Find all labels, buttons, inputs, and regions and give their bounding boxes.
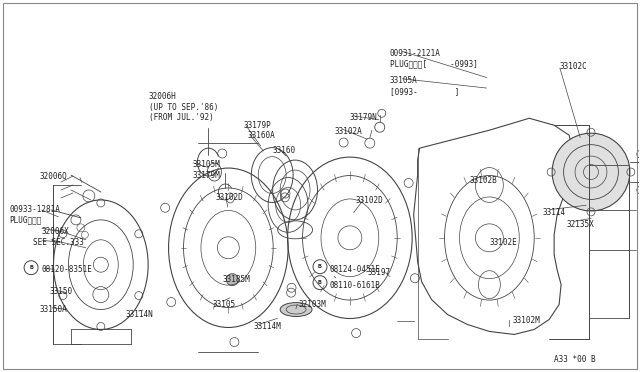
Text: 33105M: 33105M <box>193 160 220 169</box>
Text: 32006H
(UP TO SEP.'86)
(FROM JUL.'92): 32006H (UP TO SEP.'86) (FROM JUL.'92) <box>148 92 218 122</box>
Text: 00933-1281A
PLUGプラグ: 00933-1281A PLUGプラグ <box>9 205 60 224</box>
Text: 32135X: 32135X <box>566 220 594 229</box>
Text: 33150: 33150 <box>49 286 72 296</box>
Text: 32006Q: 32006Q <box>39 172 67 181</box>
Text: 33179P: 33179P <box>243 121 271 130</box>
Text: B: B <box>318 280 322 285</box>
Text: A33 *00 B: A33 *00 B <box>554 355 596 364</box>
Text: B: B <box>29 265 33 270</box>
Text: SEE SEC.333: SEE SEC.333 <box>33 238 84 247</box>
Text: 33102D: 33102D <box>356 196 383 205</box>
Text: 33160: 33160 <box>272 146 295 155</box>
Text: 33102D: 33102D <box>216 193 243 202</box>
Text: B: B <box>318 264 322 269</box>
Ellipse shape <box>280 302 312 317</box>
Text: 33150A: 33150A <box>39 305 67 314</box>
Text: 33105A
[0993-        ]: 33105A [0993- ] <box>390 76 459 96</box>
Text: 08110-6161B: 08110-6161B <box>330 280 381 290</box>
Text: 33105: 33105 <box>212 299 236 309</box>
Text: 33114: 33114 <box>542 208 565 217</box>
Text: 33185M: 33185M <box>222 275 250 284</box>
Text: 33102M: 33102M <box>512 315 540 324</box>
Text: 33160A: 33160A <box>247 131 275 140</box>
Text: 33114N: 33114N <box>125 310 154 318</box>
Text: 08120-8351E: 08120-8351E <box>41 265 92 274</box>
Text: 33102A: 33102A <box>335 127 363 136</box>
Text: 08124-0451E: 08124-0451E <box>330 265 381 274</box>
Text: 33197: 33197 <box>368 268 391 277</box>
Text: 32006X: 32006X <box>41 227 68 236</box>
Text: 33102E: 33102E <box>490 238 517 247</box>
Text: 33102B: 33102B <box>469 176 497 185</box>
Circle shape <box>227 274 238 286</box>
Text: 33102C: 33102C <box>559 62 587 71</box>
Text: 32103M: 32103M <box>298 299 326 309</box>
Text: 33179M: 33179M <box>193 171 220 180</box>
Text: 00931-2121A
PLUGプラグ[     -0993]: 00931-2121A PLUGプラグ[ -0993] <box>390 48 477 68</box>
Text: 33114M: 33114M <box>253 323 281 331</box>
Ellipse shape <box>552 133 630 211</box>
Text: 33179N: 33179N <box>350 113 378 122</box>
